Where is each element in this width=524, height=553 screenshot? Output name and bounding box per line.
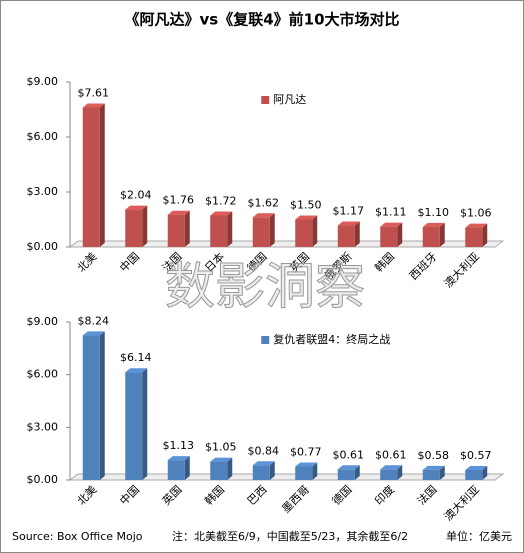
bar <box>465 469 483 480</box>
bar <box>125 372 143 480</box>
bar-side <box>227 211 233 247</box>
bar-side <box>482 223 488 247</box>
y-tick-label: $9.00 <box>27 75 59 88</box>
bar-side <box>99 331 105 480</box>
value-label: $1.62 <box>248 196 280 209</box>
value-label: $1.10 <box>418 206 450 219</box>
y-tick-label: $0.00 <box>27 240 59 253</box>
value-label: $0.77 <box>290 445 322 458</box>
bar-side <box>439 465 445 480</box>
source: Source: Box Office Mojo <box>12 530 143 543</box>
bar-side <box>312 215 318 247</box>
bar-side <box>184 456 190 480</box>
bar-top <box>252 213 275 218</box>
bar-top <box>125 368 148 373</box>
bar <box>465 227 483 247</box>
value-label: $1.05 <box>205 441 237 454</box>
bar-top <box>295 462 318 467</box>
value-label: $7.61 <box>78 86 110 99</box>
bar <box>337 469 355 480</box>
bar-top <box>337 221 360 226</box>
bar <box>125 209 143 247</box>
y-tick-label: $0.00 <box>27 473 59 486</box>
legend-swatch <box>261 96 270 104</box>
value-label: $1.50 <box>290 199 322 212</box>
value-label: $1.11 <box>375 206 407 219</box>
bar <box>295 219 313 247</box>
value-label: $1.13 <box>163 439 195 452</box>
bar-top <box>82 331 105 336</box>
bar <box>380 469 398 480</box>
unit: 单位：亿美元 <box>446 529 512 543</box>
bar <box>167 460 185 480</box>
bar-side <box>99 103 105 247</box>
y-tick-label: $6.00 <box>27 368 59 381</box>
bar-side <box>397 222 403 247</box>
bar-top <box>380 465 403 470</box>
value-label: $1.76 <box>163 194 195 207</box>
bar <box>252 217 270 247</box>
y-tick-label: $3.00 <box>27 420 59 433</box>
bar-side <box>142 205 148 247</box>
bar-top <box>422 222 445 227</box>
value-label: $1.17 <box>333 205 365 218</box>
bar-top <box>295 215 318 220</box>
bar <box>380 226 398 247</box>
note: 注：北美截至6/9，中国截至5/23，其余截至6/2 <box>172 529 408 543</box>
bar <box>82 107 100 247</box>
y-tick-label: $3.00 <box>27 185 59 198</box>
value-label: $1.06 <box>460 207 492 220</box>
bar <box>422 226 440 247</box>
bar-top <box>167 456 190 461</box>
value-label: $0.58 <box>418 449 450 462</box>
bar <box>210 215 228 247</box>
value-label: $8.24 <box>78 314 110 327</box>
bar-top <box>252 461 275 466</box>
value-label: $2.04 <box>120 189 152 202</box>
bar-top <box>422 465 445 470</box>
legend-swatch <box>261 336 270 344</box>
bar-top <box>465 465 488 470</box>
bar-side <box>184 210 190 247</box>
bar-top <box>465 223 488 228</box>
bar-side <box>312 462 318 480</box>
bar-top <box>82 103 105 108</box>
bar-side <box>354 221 360 247</box>
y-tick-label: $9.00 <box>27 315 59 328</box>
bar-top <box>210 211 233 216</box>
bar-top <box>380 222 403 227</box>
bar-side <box>397 465 403 480</box>
bar-side <box>439 222 445 247</box>
y-tick-label: $6.00 <box>27 130 59 143</box>
bar-side <box>269 213 275 247</box>
value-label: $6.14 <box>120 351 152 364</box>
bar <box>210 461 228 480</box>
bar-top <box>210 457 233 462</box>
bar <box>167 214 185 247</box>
legend-label: 阿凡达 <box>273 93 306 106</box>
bar-side <box>142 368 148 480</box>
bar <box>422 469 440 480</box>
value-label: $1.72 <box>205 194 237 207</box>
bar-top <box>337 465 360 470</box>
watermark: 数影洞察 <box>165 258 365 316</box>
value-label: $0.84 <box>248 444 280 457</box>
bar <box>252 465 270 480</box>
value-label: $0.57 <box>460 449 492 462</box>
bar <box>295 466 313 480</box>
value-label: $0.61 <box>375 448 407 461</box>
bar-top <box>167 210 190 215</box>
bar-side <box>227 457 233 480</box>
chart-title: 《阿凡达》vs《复联4》前10大市场对比 <box>124 11 399 29</box>
bar-side <box>354 465 360 480</box>
value-label: $0.61 <box>333 448 365 461</box>
legend-label: 复仇者联盟4：终局之战 <box>273 332 390 346</box>
bar <box>82 335 100 480</box>
bar-side <box>482 465 488 480</box>
bar-top <box>125 205 148 210</box>
bar <box>337 225 355 247</box>
bar-side <box>269 461 275 480</box>
